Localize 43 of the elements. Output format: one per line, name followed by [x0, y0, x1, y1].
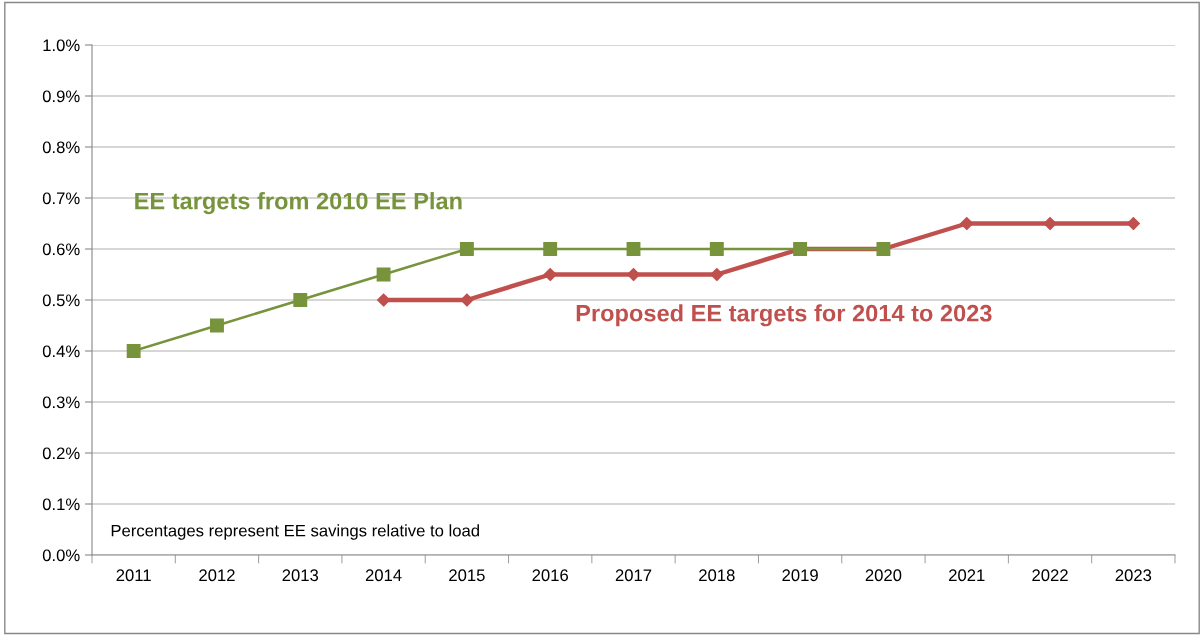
point [376, 293, 391, 307]
y-tick-label: 0.8% [42, 141, 80, 154]
point [543, 267, 557, 282]
point [626, 242, 641, 256]
x-tick-label: 2017 [615, 569, 652, 582]
x-tick-label: 2021 [949, 569, 985, 582]
x-tick-label: 2020 [865, 569, 902, 582]
x-tick-label: 2011 [116, 569, 151, 582]
point [376, 267, 391, 282]
y-tick-label: 0.3% [42, 396, 80, 409]
point [709, 242, 724, 256]
x-tick-label: 2016 [532, 569, 568, 582]
x-tick-label: 2018 [699, 569, 735, 582]
x-tick-label: 2013 [282, 569, 319, 582]
y-tick-label: 1.0% [43, 39, 80, 52]
point [210, 318, 224, 333]
y-tick-label: 0.7% [42, 192, 80, 205]
x-tick-label: 2019 [782, 569, 818, 582]
point [460, 293, 474, 307]
point [960, 216, 974, 231]
point [543, 242, 558, 256]
y-tick-label: 0.4% [42, 345, 80, 358]
y-tick-label: 0.2% [42, 447, 80, 460]
series-label: EE targets from 2010 EE Plan [135, 192, 462, 215]
annotation: Percentages represent EE savings relative to load [111, 524, 479, 540]
point [126, 344, 141, 358]
point [710, 267, 724, 282]
x-tick-label: 2015 [449, 569, 485, 582]
y-tick-label: 0.9% [42, 90, 80, 103]
y-tick-label: 0.5% [42, 294, 80, 307]
point [1043, 216, 1057, 231]
x-tick-label: 2014 [365, 569, 402, 582]
point [293, 293, 308, 307]
x-tick-label: 2022 [1032, 569, 1068, 582]
point [1126, 216, 1140, 231]
y-tick-label: 0.0% [42, 549, 80, 562]
point [459, 242, 474, 256]
series-label: Proposed EE targets for 2014 to 2023 [576, 304, 992, 327]
x-tick-label: 2012 [199, 569, 235, 582]
x-tick-label: 2023 [1115, 569, 1152, 582]
y-tick-label: 0.1% [42, 498, 80, 511]
y-tick-label: 0.6% [42, 243, 80, 256]
point [626, 267, 641, 282]
